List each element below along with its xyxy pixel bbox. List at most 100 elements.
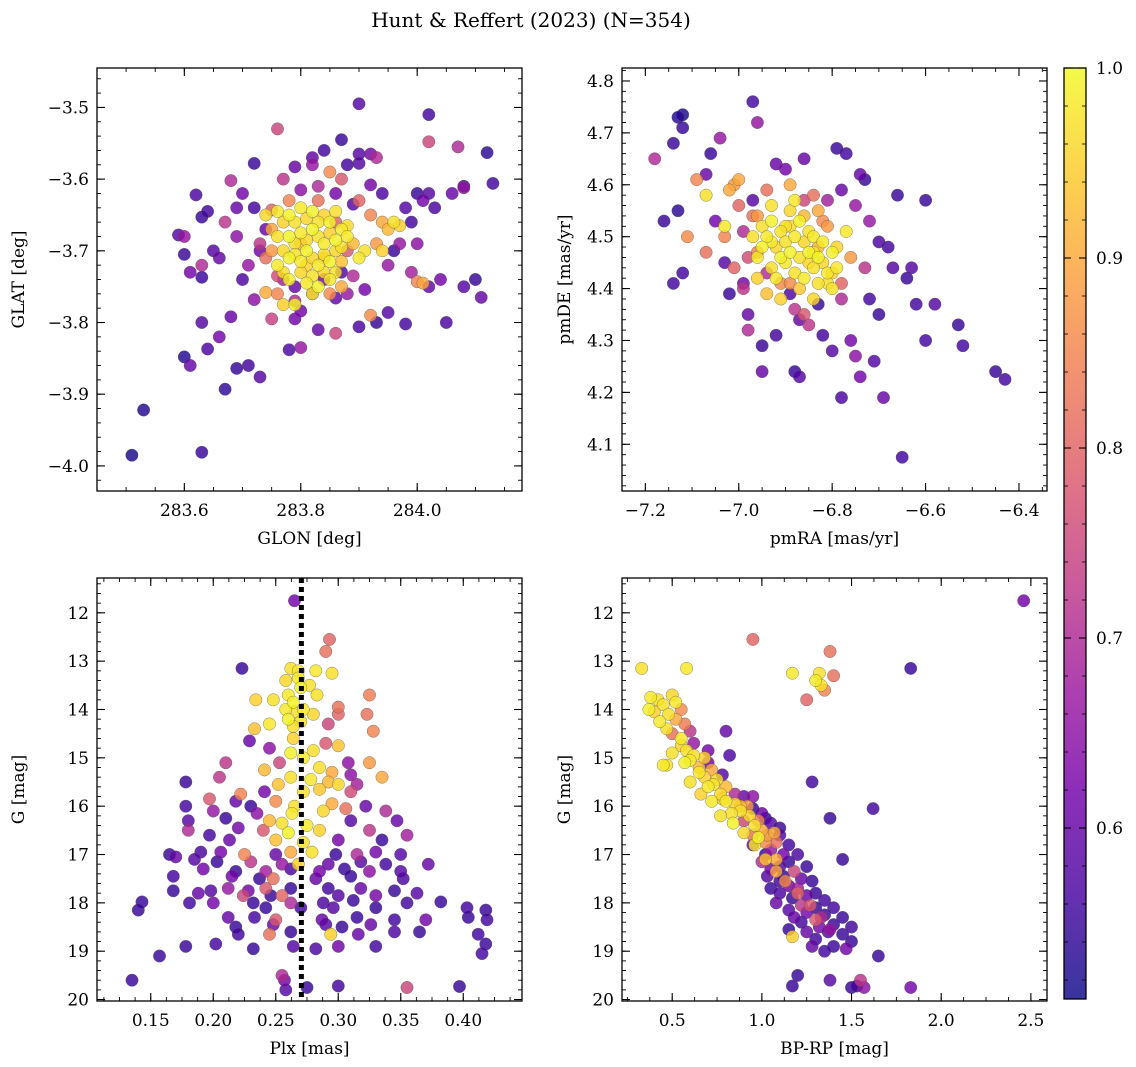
data-point	[370, 151, 383, 164]
data-point	[956, 339, 970, 353]
data-point	[713, 131, 727, 145]
data-point	[269, 794, 283, 808]
data-point	[253, 237, 267, 251]
y-tick-label: 14	[592, 700, 614, 720]
data-point	[783, 178, 797, 192]
y-tick-label: 4.3	[587, 331, 614, 351]
colorbar-tick-label: 0.9	[1096, 249, 1123, 269]
data-point	[266, 872, 280, 886]
data-point	[304, 773, 318, 786]
data-point	[723, 183, 736, 197]
data-point	[807, 188, 820, 202]
data-point	[275, 816, 289, 830]
data-point	[782, 838, 796, 852]
data-point	[179, 940, 193, 953]
data-point	[276, 298, 290, 311]
data-point	[319, 645, 333, 658]
data-point	[329, 848, 343, 861]
data-point	[363, 756, 376, 770]
data-point	[313, 761, 326, 774]
data-point	[351, 927, 365, 941]
data-point	[816, 328, 830, 342]
y-tick-label: 12	[592, 604, 614, 624]
data-point	[286, 940, 300, 953]
data-point	[294, 226, 308, 240]
data-point	[718, 219, 732, 233]
data-point	[339, 802, 353, 815]
data-point	[821, 219, 834, 233]
data-point	[323, 255, 337, 268]
data-point	[311, 179, 325, 193]
data-point	[311, 194, 325, 207]
data-point	[236, 889, 250, 902]
y-tick-label: 4.2	[587, 383, 614, 403]
data-point	[344, 768, 358, 782]
colorbar: 0.6 0.7 0.8 0.9 1.0	[1063, 59, 1123, 1000]
data-point	[369, 889, 383, 902]
data-point	[644, 691, 658, 704]
data-point	[825, 245, 839, 259]
data-point	[335, 133, 348, 147]
data-point	[284, 882, 298, 895]
data-point	[203, 828, 216, 842]
figure-title: Hunt & Reffert (2023) (N=354)	[371, 8, 691, 32]
data-point	[797, 152, 811, 166]
data-point	[137, 403, 150, 417]
data-point	[854, 973, 867, 987]
data-point	[778, 874, 792, 888]
data-point	[273, 756, 286, 770]
data-point	[263, 814, 276, 828]
y-tick-label: 12	[67, 604, 89, 624]
data-point	[825, 282, 839, 295]
data-point	[259, 901, 273, 915]
data-point	[231, 821, 245, 835]
data-point	[791, 848, 805, 861]
data-point	[282, 208, 296, 222]
y-tick-label: 4.1	[587, 435, 614, 455]
data-point	[797, 271, 811, 285]
data-point	[434, 895, 448, 909]
data-point	[755, 339, 769, 353]
data-point	[381, 306, 395, 319]
data-point	[811, 277, 825, 290]
data-point	[236, 273, 249, 286]
data-point	[269, 833, 283, 847]
data-point	[230, 201, 244, 215]
data-point	[271, 287, 284, 301]
data-point	[642, 703, 656, 716]
data-point	[877, 391, 890, 404]
data-point	[674, 732, 688, 745]
data-point	[258, 763, 271, 777]
data-point	[800, 925, 814, 939]
data-point	[315, 913, 329, 927]
data-point	[281, 712, 295, 726]
data-point	[723, 287, 736, 301]
data-point	[480, 913, 494, 927]
x-axis-label: Plx [mas]	[269, 1039, 349, 1059]
data-point	[331, 739, 345, 753]
data-point	[263, 741, 276, 755]
data-point	[311, 258, 325, 272]
x-axis-label: BP-RP [mag]	[780, 1039, 889, 1059]
data-point	[388, 925, 401, 939]
data-point	[457, 280, 471, 294]
data-point	[131, 903, 145, 917]
data-point	[323, 633, 336, 646]
data-point	[680, 662, 693, 675]
data-point	[364, 178, 377, 192]
y-tick-label: 13	[67, 652, 89, 672]
data-point	[279, 674, 293, 687]
data-point	[335, 172, 348, 186]
axes-frame	[621, 67, 1048, 492]
data-point	[375, 770, 389, 784]
data-point	[769, 271, 783, 285]
data-point	[346, 894, 360, 907]
y-tick-label: 4.4	[587, 280, 614, 300]
data-point	[769, 328, 783, 342]
data-point	[823, 645, 837, 658]
data-point	[405, 215, 418, 229]
x-tick-label: 1.5	[838, 1011, 865, 1031]
data-point	[206, 804, 220, 818]
data-point	[1017, 594, 1031, 608]
